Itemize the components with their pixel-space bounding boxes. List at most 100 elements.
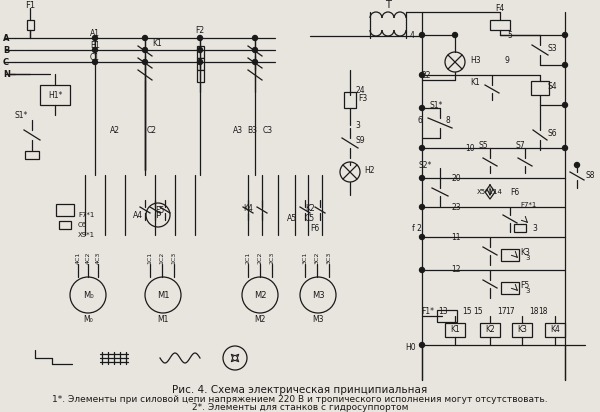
Text: H1*: H1*: [48, 91, 62, 100]
Bar: [501, 282, 519, 294]
Text: B: B: [3, 45, 10, 54]
Text: 3: 3: [355, 120, 360, 129]
Circle shape: [253, 59, 257, 65]
Text: A4: A4: [133, 211, 143, 220]
Circle shape: [253, 35, 257, 40]
Text: 3: 3: [533, 223, 538, 232]
Text: 23: 23: [451, 203, 461, 211]
Text: A3: A3: [233, 126, 243, 134]
Text: B3: B3: [247, 126, 257, 134]
Circle shape: [419, 145, 425, 150]
Circle shape: [300, 277, 336, 313]
Bar: [445, 323, 465, 337]
Text: 5: 5: [507, 30, 512, 40]
Text: 15: 15: [473, 307, 483, 316]
Bar: [59, 221, 71, 229]
Circle shape: [419, 33, 425, 37]
Text: 4: 4: [409, 30, 414, 40]
Circle shape: [143, 59, 148, 65]
Bar: [514, 224, 526, 232]
Bar: [197, 46, 203, 58]
Text: 15: 15: [462, 307, 472, 316]
Text: 2C3: 2C3: [269, 252, 275, 264]
Circle shape: [197, 35, 203, 40]
Text: S9: S9: [355, 136, 365, 145]
Circle shape: [143, 47, 148, 52]
Text: 12: 12: [451, 265, 461, 274]
Text: T: T: [385, 0, 391, 10]
Text: S1*: S1*: [430, 101, 443, 110]
Circle shape: [563, 145, 568, 150]
Text: 3C2: 3C2: [314, 252, 320, 264]
Text: M₀: M₀: [83, 290, 94, 300]
Text: K1: K1: [152, 38, 162, 47]
Bar: [197, 70, 203, 82]
Text: A: A: [3, 33, 10, 42]
Text: K2: K2: [305, 204, 315, 213]
Text: S4: S4: [548, 82, 557, 91]
Text: S7: S7: [515, 140, 525, 150]
Text: K4: K4: [243, 204, 253, 213]
Text: F7*1: F7*1: [78, 212, 94, 218]
Text: 2*. Элементы для станков с гидросуппортом: 2*. Элементы для станков с гидросуппорто…: [192, 403, 408, 412]
Text: 11: 11: [451, 232, 461, 241]
Circle shape: [223, 346, 247, 370]
Text: A5: A5: [287, 213, 297, 222]
Bar: [512, 323, 532, 337]
Circle shape: [419, 204, 425, 209]
Circle shape: [242, 277, 278, 313]
Text: 22: 22: [422, 70, 431, 80]
Text: K4: K4: [550, 325, 560, 335]
Text: F4: F4: [496, 3, 505, 12]
Text: F2: F2: [196, 26, 205, 35]
Circle shape: [92, 47, 97, 52]
Text: 10: 10: [465, 143, 475, 152]
Text: 20: 20: [451, 173, 461, 183]
Text: 4C1: 4C1: [76, 252, 80, 264]
Text: 1C3: 1C3: [172, 252, 176, 264]
Text: 2C1: 2C1: [245, 252, 251, 264]
Text: 3: 3: [526, 288, 530, 294]
Bar: [40, 85, 70, 105]
Text: M1: M1: [157, 290, 169, 300]
Text: C3: C3: [263, 126, 273, 134]
Text: F7*1: F7*1: [520, 202, 536, 208]
Bar: [437, 310, 457, 322]
Bar: [531, 81, 549, 95]
Text: F1: F1: [25, 0, 35, 9]
Circle shape: [563, 33, 568, 37]
Text: A1: A1: [90, 28, 100, 37]
Text: Рис. 4. Схема электрическая принципиальная: Рис. 4. Схема электрическая принципиальн…: [172, 385, 428, 395]
Circle shape: [563, 103, 568, 108]
Text: 4C2: 4C2: [86, 252, 91, 264]
Circle shape: [563, 63, 568, 68]
Text: 9: 9: [505, 56, 509, 65]
Text: 3: 3: [526, 255, 530, 261]
Circle shape: [70, 277, 106, 313]
Circle shape: [419, 234, 425, 239]
Text: H2: H2: [364, 166, 374, 175]
Text: B1: B1: [90, 40, 100, 49]
Text: F6: F6: [310, 223, 320, 232]
Text: K2: K2: [485, 325, 495, 335]
Bar: [480, 323, 500, 337]
Text: 1*. Элементы при силовой цепи напряжением 220 В и тропического исполнения могут : 1*. Элементы при силовой цепи напряжение…: [52, 396, 548, 405]
Circle shape: [197, 47, 203, 52]
Text: F5: F5: [520, 281, 529, 290]
Text: K1: K1: [470, 77, 480, 87]
Text: F1*: F1*: [421, 307, 434, 316]
Text: X5*114: X5*114: [477, 189, 503, 195]
Text: M₀: M₀: [83, 316, 93, 325]
Circle shape: [143, 35, 148, 40]
Text: F3: F3: [358, 94, 367, 103]
Text: 13: 13: [438, 307, 448, 316]
Text: 8: 8: [446, 115, 451, 124]
Text: C: C: [3, 58, 9, 66]
Circle shape: [575, 162, 580, 168]
Bar: [26, 20, 34, 30]
Text: F5: F5: [155, 206, 164, 215]
Text: M1: M1: [157, 316, 169, 325]
Text: 2C2: 2C2: [257, 252, 263, 264]
Circle shape: [419, 342, 425, 347]
Circle shape: [452, 33, 458, 37]
